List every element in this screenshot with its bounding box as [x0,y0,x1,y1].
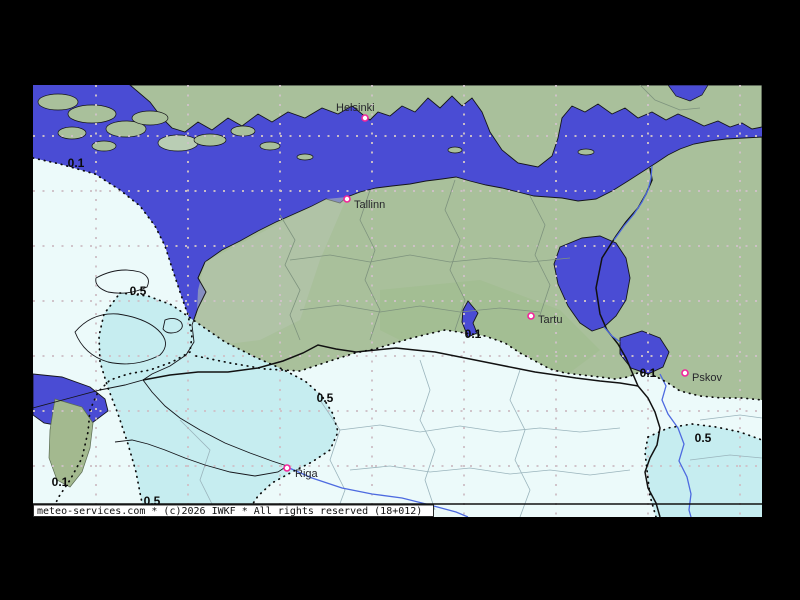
lake-peipus [553,235,631,332]
copyright-bar: meteo-services.com * (c)2026 IWKF * All … [33,503,762,517]
island [157,134,199,152]
island [193,133,227,147]
island [577,148,595,156]
precip-contour-lines [33,157,762,517]
contour-label: 0.5 [130,284,147,298]
copyright-text: meteo-services.com * (c)2026 IWKF * All … [37,506,422,517]
rivers [286,165,692,517]
island-hiiumaa-outline [95,269,149,294]
island [105,120,147,138]
gulf-riga-water [33,373,109,428]
city-marker-helsinki [361,114,369,122]
island-muhu-outline [162,317,183,334]
bay-top-right [667,85,709,102]
island-saaremaa-outline [74,313,166,365]
west-estonia-coastline [142,261,207,381]
city-label-tartu: Tartu [538,314,562,326]
city-marker-pskov [681,369,689,377]
precip-heavy-southeast [645,424,762,517]
gulf-riga-coastline [33,379,289,477]
island [37,93,79,111]
contour-label: 0.1 [68,156,85,170]
contour-label: 0.5 [695,431,712,445]
city-label-helsinki: Helsinki [336,102,375,114]
island [447,146,463,154]
land-finland [129,85,762,168]
island [230,125,256,137]
precip-heavy-west [99,293,338,517]
city-marker-tallinn [343,195,351,203]
island [57,126,87,140]
footer-background [33,504,434,517]
city-label-pskov: Pskov [692,372,722,384]
contour-label: 0.5 [317,391,334,405]
precipitation-map: 0.1 0.1 0.1 0.1 0.5 0.5 0.5 0.5 Helsinki… [33,85,762,517]
land-tint-west [196,197,347,345]
city-marker-tartu [527,312,535,320]
island [67,104,117,124]
island [296,153,314,161]
map-canvas: 0.1 0.1 0.1 0.1 0.5 0.5 0.5 0.5 Helsinki… [33,85,762,517]
city-layer: Helsinki Tallinn Tartu Pskov Riga [283,102,722,480]
county-borders-precip [179,359,762,517]
contour-label: 0.1 [52,475,69,489]
county-borders-land [279,85,701,341]
city-label-tallinn: Tallinn [354,199,385,211]
island [259,141,281,151]
contour-label: 0.1 [465,327,482,341]
city-label-riga: Riga [295,468,319,480]
contour-label: 0.1 [640,366,657,380]
island [131,110,169,126]
city-marker-riga [283,464,291,472]
island [91,140,117,152]
